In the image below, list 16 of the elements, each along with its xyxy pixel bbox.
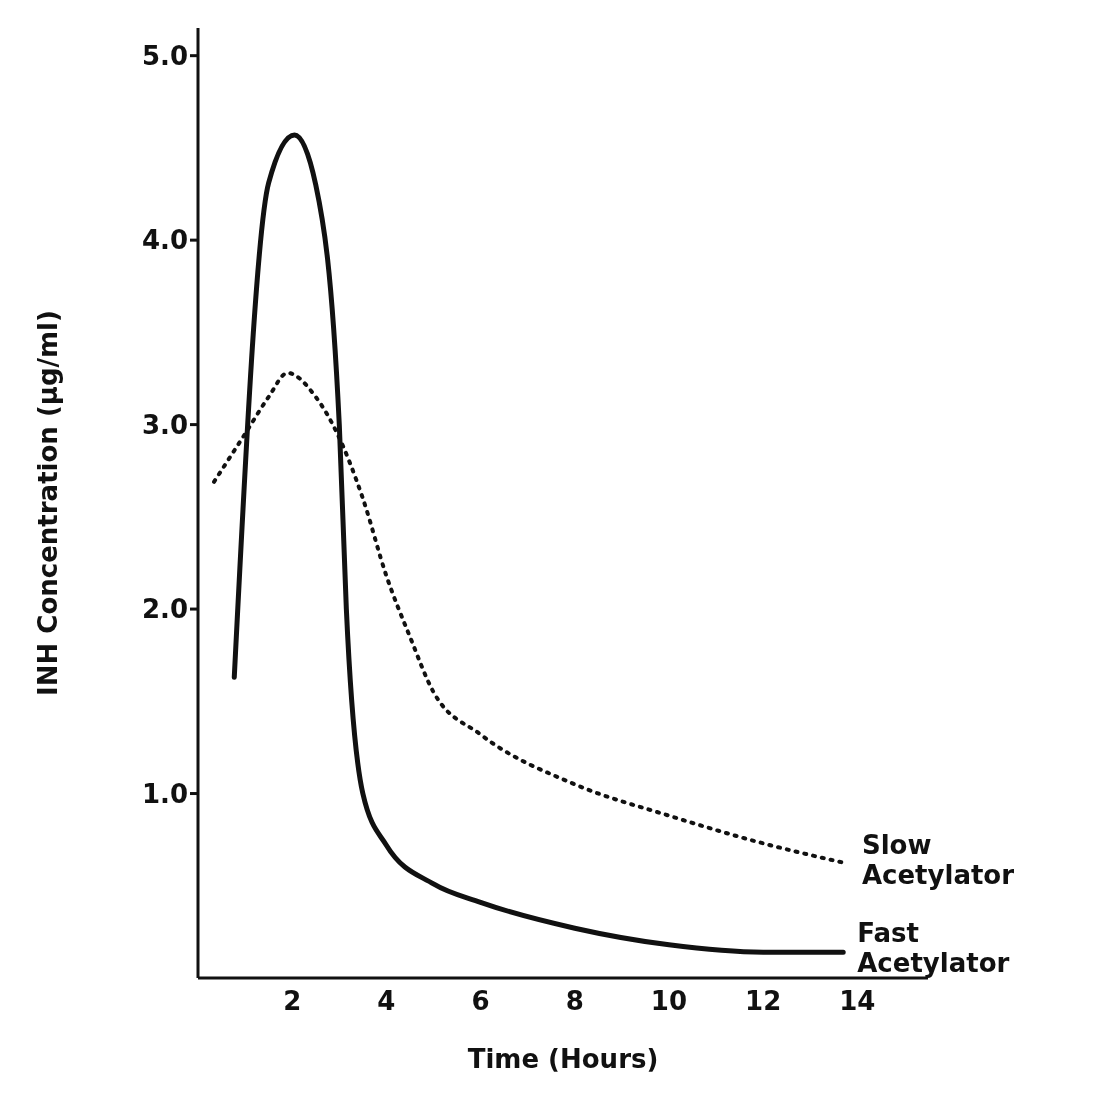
y-tick-label: 1.0	[141, 778, 188, 809]
x-tick-label: 14	[839, 986, 876, 1017]
y-tick-label: 2.0	[141, 594, 188, 625]
x-tick-label: 6	[471, 986, 490, 1017]
x-axis-title: Time (Hours)	[467, 1044, 659, 1074]
x-tick-label: 8	[565, 986, 584, 1017]
y-tick-label: 5.0	[141, 40, 188, 71]
y-tick-label: 3.0	[141, 409, 188, 440]
x-tick-label: 4	[377, 986, 396, 1017]
x-tick-label: 2	[283, 986, 302, 1017]
x-tick-label: 10	[650, 986, 688, 1017]
series-label: Slow Acetylator	[861, 829, 1015, 890]
x-tick-label: 12	[745, 986, 782, 1017]
y-axis-title: INH Concentration (µg/ml)	[33, 310, 64, 696]
series-label: Fast Acetylator	[857, 918, 1010, 979]
y-tick-label: 4.0	[141, 225, 188, 256]
